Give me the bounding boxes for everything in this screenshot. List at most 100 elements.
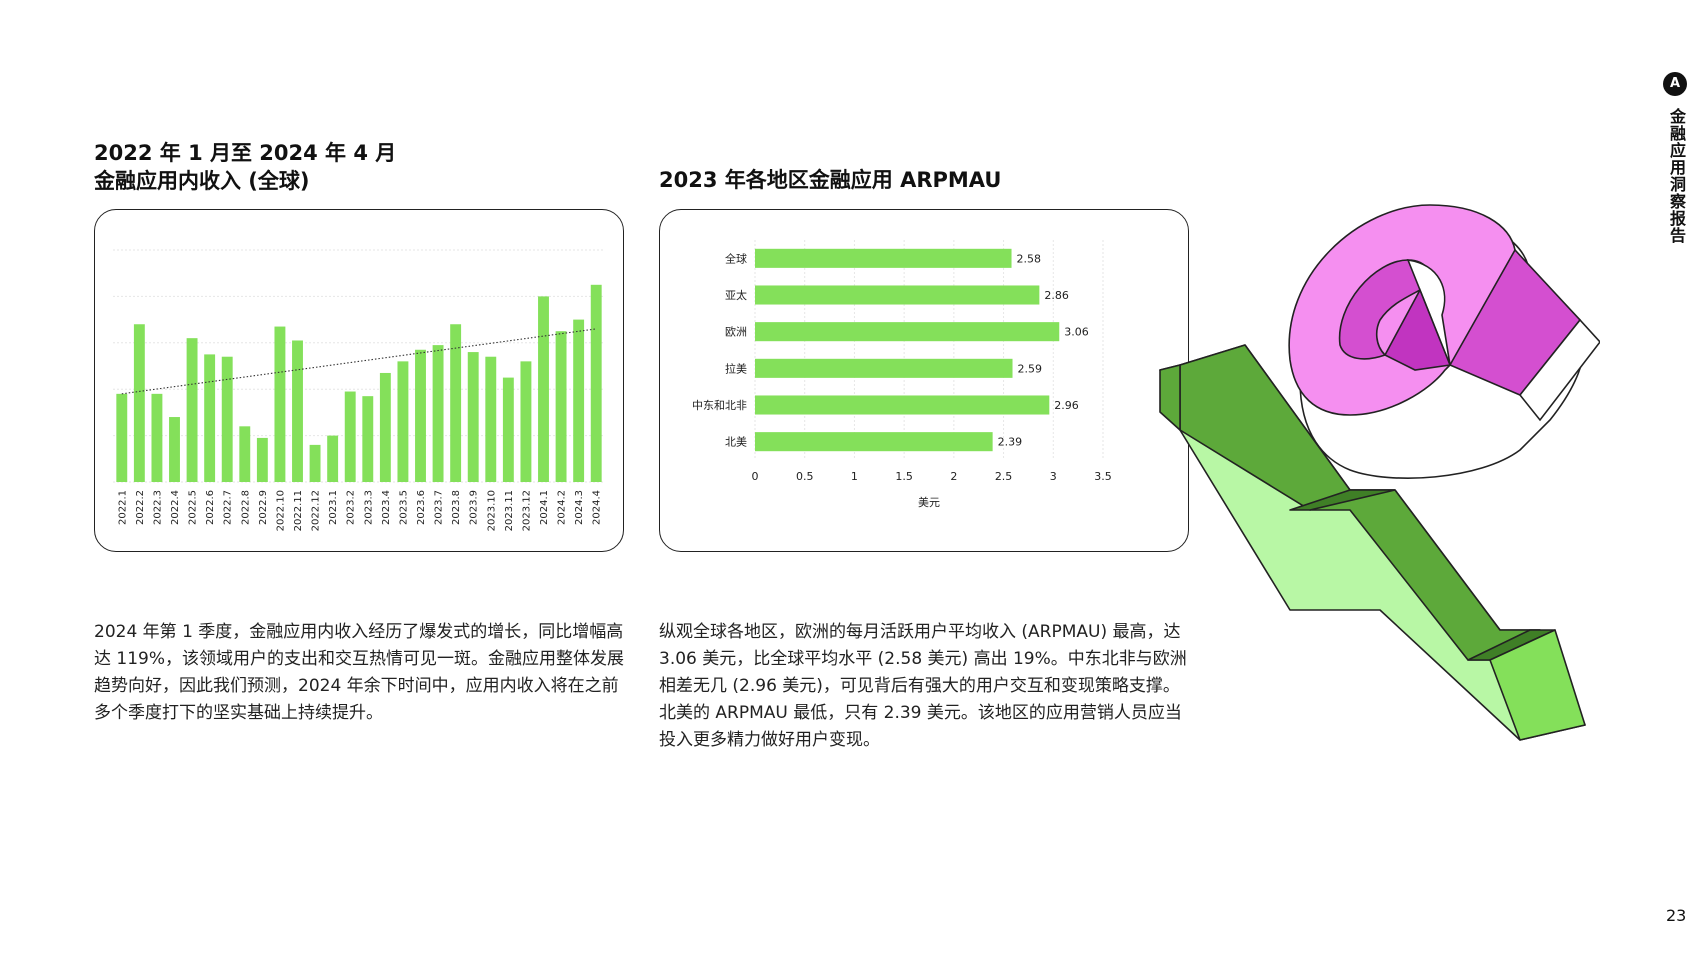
x-tick-label: 2022.8 xyxy=(240,490,251,525)
x-tick-label: 2023.12 xyxy=(521,490,532,531)
x-tick-label: 2023.8 xyxy=(451,490,462,525)
report-title-vertical: 金融应用洞察报告 xyxy=(1667,108,1686,244)
x-tick-label: 2023.4 xyxy=(381,490,392,525)
right-chart-title-text: 2023 年各地区金融应用 ARPMAU xyxy=(659,168,1002,192)
pink-donut-shape xyxy=(1288,204,1600,479)
data-label: 2.96 xyxy=(1054,399,1079,412)
x-tick-label: 1.5 xyxy=(895,470,913,483)
page-number: 23 xyxy=(1666,906,1687,925)
data-label: 2.58 xyxy=(1017,252,1042,265)
bar-2022.5 xyxy=(186,338,198,482)
bar-北美 xyxy=(755,432,993,452)
bar-2022.8 xyxy=(239,426,251,482)
y-category-label: 全球 xyxy=(725,251,747,265)
x-tick-label: 2023.9 xyxy=(469,490,480,525)
bar-2024.4 xyxy=(590,284,602,482)
bar-2022.10 xyxy=(274,326,286,482)
x-tick-label: 3 xyxy=(1050,470,1057,483)
report-sidebar: A 金融应用洞察报告 xyxy=(1658,72,1694,312)
y-category-label: 北美 xyxy=(725,436,747,449)
bar-拉美 xyxy=(755,358,1013,378)
bar-2022.4 xyxy=(169,417,180,482)
x-tick-label: 2023.2 xyxy=(346,490,357,525)
bar-2022.7 xyxy=(221,356,233,482)
x-tick-label: 1 xyxy=(851,470,858,483)
x-tick-label: 0.5 xyxy=(796,470,814,483)
x-tick-label: 0 xyxy=(752,470,759,483)
bar-2022.9 xyxy=(256,437,268,482)
bar-2023.8 xyxy=(450,324,462,482)
bar-2024.2 xyxy=(555,331,567,482)
x-tick-label: 2023.11 xyxy=(504,490,515,531)
bar-2023.12 xyxy=(520,361,532,482)
brand-logo-icon: A xyxy=(1663,72,1687,96)
bar-2024.3 xyxy=(573,319,585,482)
x-tick-label: 2022.7 xyxy=(223,490,234,525)
right-chart-title: 2023 年各地区金融应用 ARPMAU xyxy=(659,166,1001,194)
y-category-label: 中东和北非 xyxy=(692,399,747,412)
x-tick-label: 2022.12 xyxy=(311,490,322,531)
x-axis-label: 美元 xyxy=(918,496,940,509)
left-chart-title: 2022 年 1 月至 2024 年 4 月 金融应用内收入 (全球) xyxy=(94,139,396,195)
bar-2022.11 xyxy=(292,340,303,482)
x-tick-label: 2022.3 xyxy=(152,490,163,525)
x-tick-label: 2024.1 xyxy=(539,490,550,525)
left-chart-title-line1: 2022 年 1 月至 2024 年 4 月 xyxy=(94,141,397,165)
x-tick-label: 2022.4 xyxy=(170,490,181,525)
right-paragraph: 纵观全球各地区，欧洲的每月活跃用户平均收入 (ARPMAU) 最高，达 3.06… xyxy=(659,622,1187,750)
x-tick-label: 2024.2 xyxy=(557,490,568,525)
x-tick-label: 2023.7 xyxy=(434,490,445,525)
bar-2023.6 xyxy=(415,349,426,482)
bar-2023.1 xyxy=(327,435,339,482)
revenue-chart-card: 2022.1 2022.2 2022.3 2022.4 2022.5 2022.6 2022… xyxy=(94,209,624,552)
x-tick-label: 2022.11 xyxy=(293,490,304,531)
data-label: 2.86 xyxy=(1044,289,1069,302)
x-tick-label: 2022.9 xyxy=(258,490,269,525)
bar-2023.5 xyxy=(397,361,409,482)
decorative-3d-illustration xyxy=(1159,204,1600,741)
bar-2023.9 xyxy=(467,352,479,482)
x-tick-label: 2023.5 xyxy=(398,490,409,525)
x-tick-label: 2023.3 xyxy=(363,490,374,525)
bar-欧洲 xyxy=(755,322,1060,342)
bar-亚太 xyxy=(755,285,1040,305)
trend-line xyxy=(121,328,597,395)
bar-2022.12 xyxy=(309,444,321,482)
bar-2023.4 xyxy=(379,372,391,482)
revenue-bar-chart: 2022.1 2022.2 2022.3 2022.4 2022.5 2022.6 2022… xyxy=(113,249,605,531)
x-tick-label: 2022.5 xyxy=(188,490,199,525)
left-chart-title-line2: 金融应用内收入 (全球) xyxy=(94,169,310,193)
bar-2023.10 xyxy=(485,356,497,482)
x-tick-label: 2022.2 xyxy=(135,490,146,525)
x-tick-label: 3.5 xyxy=(1094,470,1112,483)
bar-2023.7 xyxy=(432,345,444,482)
y-category-label: 拉美 xyxy=(725,361,747,375)
green-zigzag-shape xyxy=(1159,344,1586,741)
x-tick-label: 2022.1 xyxy=(117,490,128,525)
bar-2023.3 xyxy=(362,396,374,482)
x-tick-label: 2.5 xyxy=(995,470,1013,483)
bar-2022.1 xyxy=(116,393,128,482)
bar-2022.6 xyxy=(204,354,216,482)
data-label: 3.06 xyxy=(1064,326,1089,339)
x-tick-label: 2024.3 xyxy=(574,490,585,525)
bar-2023.11 xyxy=(502,377,514,482)
data-label: 2.59 xyxy=(1018,362,1043,375)
x-tick-label: 2022.6 xyxy=(205,490,216,525)
x-tick-label: 2022.10 xyxy=(275,490,286,531)
x-tick-label: 2023.6 xyxy=(416,490,427,525)
bar-2024.1 xyxy=(538,296,549,482)
bar-2022.2 xyxy=(133,324,145,482)
y-category-label: 欧洲 xyxy=(725,326,747,339)
y-category-label: 亚太 xyxy=(725,289,747,302)
bar-2023.2 xyxy=(344,391,356,482)
arpmau-chart-card: 全球 2.58 亚太 2.86 欧洲 3.06 拉美 2.59 中东和北非 2.96 北美 2.39 0… xyxy=(659,209,1189,552)
data-label: 2.39 xyxy=(998,436,1023,449)
bar-中东和北非 xyxy=(755,395,1050,415)
x-tick-label: 2023.10 xyxy=(486,490,497,531)
bar-全球 xyxy=(755,248,1012,268)
arpmau-bar-chart: 全球 2.58 亚太 2.86 欧洲 3.06 拉美 2.59 中东和北非 2.96 北美 2.39 0… xyxy=(692,240,1112,509)
x-tick-label: 2023.1 xyxy=(328,490,339,525)
x-tick-label: 2 xyxy=(950,470,957,483)
x-tick-label: 2024.4 xyxy=(592,490,603,525)
